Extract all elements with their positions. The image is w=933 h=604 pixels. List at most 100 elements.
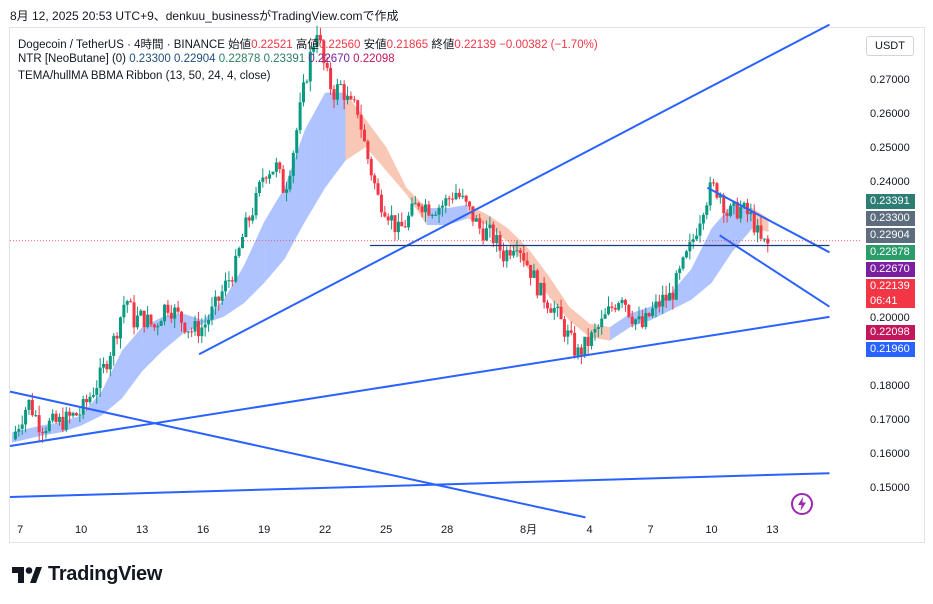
candle-body bbox=[674, 273, 678, 300]
candle-body bbox=[240, 237, 244, 249]
candle-body bbox=[569, 330, 573, 333]
candle-body bbox=[701, 214, 705, 224]
y-tick-label: 0.15000 bbox=[870, 482, 910, 494]
candle-body bbox=[715, 183, 719, 198]
candle-body bbox=[339, 84, 343, 86]
candle-body bbox=[410, 203, 414, 216]
legend-change: −0.00382 (−1.70%) bbox=[499, 39, 598, 51]
candle-body bbox=[230, 280, 234, 282]
y-tick-label: 0.16000 bbox=[870, 448, 910, 460]
ribbon-segment bbox=[304, 92, 326, 222]
candle-body bbox=[44, 431, 48, 434]
ribbon-segment bbox=[325, 92, 346, 188]
candle-body bbox=[373, 175, 377, 184]
candle-body bbox=[305, 81, 309, 83]
tradingview-logo-icon bbox=[12, 566, 42, 583]
candle-body bbox=[457, 192, 461, 197]
y-tick-label: 0.26000 bbox=[870, 108, 910, 120]
ribbon-segment bbox=[365, 119, 387, 171]
candle-body bbox=[583, 336, 587, 355]
candle-body bbox=[179, 311, 183, 323]
candle-body bbox=[447, 198, 451, 200]
legend-ntr-name[interactable]: NTR [NeoButane] (0) bbox=[18, 53, 127, 65]
candle-body bbox=[735, 201, 739, 219]
candle-body bbox=[193, 321, 197, 332]
candle-body bbox=[118, 317, 122, 339]
currency-selector[interactable]: USDT bbox=[866, 36, 914, 56]
candle-body bbox=[742, 202, 746, 208]
candle-body bbox=[535, 270, 539, 296]
candle-body bbox=[244, 217, 248, 238]
candle-body bbox=[115, 335, 119, 339]
candle-body bbox=[24, 409, 28, 425]
candle-body bbox=[739, 207, 743, 219]
candle-body bbox=[254, 193, 258, 216]
y-tick-label: 0.17000 bbox=[870, 414, 910, 426]
candle-body bbox=[349, 95, 353, 100]
candle-body bbox=[637, 316, 641, 320]
candle-body bbox=[139, 310, 143, 316]
candle-body bbox=[688, 241, 692, 252]
legend-ntr-row[interactable]: NTR [NeoButane] (0) 0.23300 0.22904 0.22… bbox=[18, 53, 395, 65]
candle-body bbox=[291, 152, 295, 176]
candle-body bbox=[207, 319, 211, 325]
candle-body bbox=[559, 306, 563, 320]
price-tag: 0.22098 bbox=[866, 325, 915, 341]
legend-ribbon-row[interactable]: TEMA/hullMA BBMA Ribbon (13, 50, 24, 4, … bbox=[18, 70, 270, 82]
candle-body bbox=[529, 264, 533, 278]
candle-body bbox=[495, 234, 499, 244]
candle-body bbox=[590, 332, 594, 346]
candle-body bbox=[684, 251, 688, 258]
trendline-low-rising bbox=[9, 472, 830, 499]
ribbon-layer bbox=[12, 92, 769, 443]
legend-close-label: 終値 bbox=[431, 39, 455, 51]
lightning-icon[interactable] bbox=[790, 492, 814, 516]
bar-countdown-tag: 06:41 bbox=[866, 294, 915, 309]
candle-body bbox=[237, 248, 241, 256]
x-tick-label: 25 bbox=[380, 524, 392, 536]
price-tag: 0.22670 bbox=[866, 262, 915, 278]
candle-body bbox=[213, 296, 217, 307]
candle-body bbox=[183, 322, 187, 333]
candle-body bbox=[471, 206, 475, 222]
candle-body bbox=[647, 313, 651, 317]
candle-body bbox=[342, 84, 346, 100]
candle-body bbox=[752, 211, 756, 233]
ribbon-segment bbox=[243, 221, 265, 304]
trendlines-layer bbox=[9, 23, 862, 519]
candle-body bbox=[508, 250, 512, 256]
candle-body bbox=[308, 51, 312, 82]
tradingview-logo[interactable]: TradingView bbox=[12, 563, 162, 586]
legend-symbol-row[interactable]: Dogecoin / TetherUS · 4時間 · BINANCE 始値0.… bbox=[18, 36, 598, 52]
candle-body bbox=[78, 414, 82, 416]
candles-layer bbox=[13, 25, 770, 443]
candle-body bbox=[301, 82, 305, 103]
legend-symbol[interactable]: Dogecoin / TetherUS · 4時間 · BINANCE bbox=[18, 39, 225, 51]
candle-body bbox=[661, 294, 665, 307]
candle-body bbox=[329, 67, 333, 90]
candle-body bbox=[749, 211, 753, 215]
ribbon-segment bbox=[548, 276, 570, 321]
candle-body bbox=[484, 228, 488, 241]
x-tick-label: 7 bbox=[17, 524, 23, 536]
candle-body bbox=[196, 321, 200, 337]
candle-body bbox=[576, 347, 580, 356]
candle-body bbox=[678, 268, 682, 274]
candle-body bbox=[359, 114, 363, 130]
candle-body bbox=[152, 324, 156, 328]
candle-body bbox=[17, 428, 21, 432]
candle-body bbox=[478, 218, 482, 229]
legend-low: 0.21865 bbox=[386, 39, 429, 51]
candle-body bbox=[766, 238, 770, 244]
candle-body bbox=[13, 431, 17, 440]
chart-pane[interactable] bbox=[9, 27, 925, 543]
candle-body bbox=[34, 415, 38, 417]
candle-body bbox=[413, 203, 417, 205]
ribbon-segment bbox=[264, 187, 285, 283]
legend-ribbon-name[interactable]: TEMA/hullMA BBMA Ribbon (13, 50, 24, 4, … bbox=[18, 70, 271, 82]
candle-body bbox=[464, 195, 468, 202]
candle-body bbox=[610, 306, 614, 308]
candle-body bbox=[732, 201, 736, 206]
ribbon-segment bbox=[101, 350, 122, 416]
candle-body bbox=[556, 306, 560, 309]
